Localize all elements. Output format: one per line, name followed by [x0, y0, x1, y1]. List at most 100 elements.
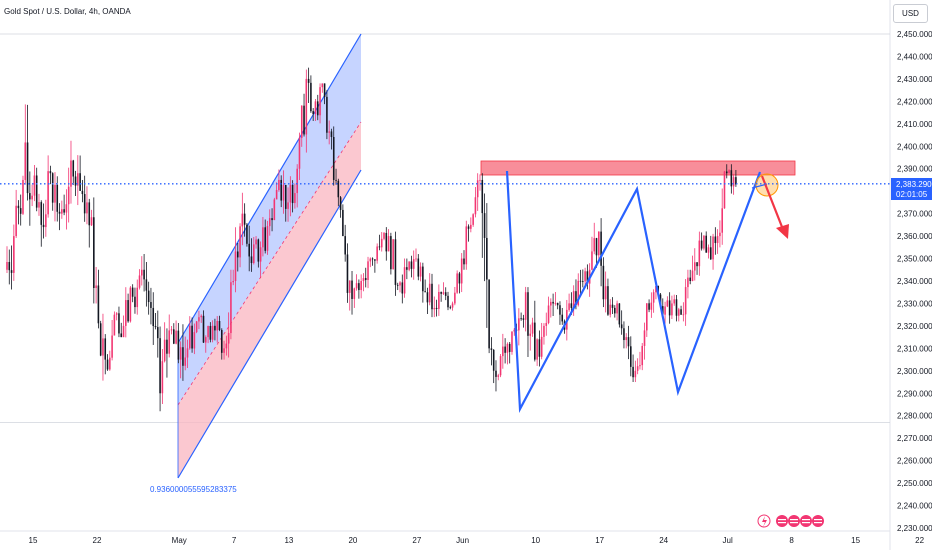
candle-body [81, 190, 84, 195]
candle-body [289, 184, 292, 203]
candle-body [234, 251, 237, 281]
candle-body [552, 301, 554, 304]
candle-body [687, 277, 689, 288]
candle-body [243, 213, 246, 225]
candle-body [550, 301, 552, 306]
candle-body [719, 232, 721, 237]
candle-body [506, 343, 509, 353]
candle-body [319, 87, 321, 116]
candle-body [406, 267, 408, 270]
x-tick-label: 17 [595, 536, 604, 545]
candle-body [239, 226, 241, 258]
candle-body [177, 330, 180, 360]
x-tick-label: 22 [915, 536, 924, 545]
candle-body [607, 286, 609, 315]
candle-body [298, 137, 301, 169]
candle-body [173, 329, 175, 344]
candle-body [19, 208, 22, 214]
candle-body [572, 291, 575, 308]
candle-body [230, 282, 232, 334]
candle-body [705, 235, 707, 253]
x-tick-label: 10 [531, 536, 540, 545]
candle-body [65, 204, 68, 213]
y-tick-label: 2,420.000 [897, 97, 932, 106]
candle-body [207, 325, 209, 338]
candle-body [305, 78, 308, 135]
candle-body [280, 179, 282, 201]
candle-body [428, 283, 431, 303]
candle-body [316, 101, 319, 116]
candle-body [435, 307, 438, 309]
candle-body [426, 292, 429, 303]
candle-body [282, 184, 285, 201]
y-tick-label: 2,270.000 [897, 434, 932, 443]
candle-body [673, 299, 676, 304]
candle-body [380, 238, 383, 248]
y-tick-label: 2,310.000 [897, 344, 932, 353]
channel-mid-line [177, 121, 362, 406]
candle-body [77, 173, 79, 186]
candle-body [636, 366, 639, 371]
drawings-front [505, 170, 789, 414]
candle-body [666, 300, 669, 307]
candle-body [54, 184, 56, 203]
candle-body [220, 330, 223, 353]
resistance-zone[interactable] [480, 160, 796, 176]
candle-body [8, 261, 11, 271]
candle-body [102, 338, 104, 356]
candle-body [417, 258, 420, 277]
us-flag-icon[interactable] [800, 515, 812, 527]
candle-body [342, 209, 344, 237]
candle-body [522, 318, 525, 320]
candle-body [326, 96, 328, 133]
us-flag-icon[interactable] [776, 515, 788, 527]
candle-body [129, 287, 132, 322]
candle-body [159, 338, 161, 394]
candle-body [344, 236, 346, 255]
y-tick-label: 2,320.000 [897, 322, 932, 331]
candle-body [90, 217, 93, 226]
candle-body [671, 303, 673, 316]
candle-body [182, 347, 184, 366]
candles-layer [6, 67, 737, 412]
candle-body [531, 322, 534, 334]
candle-body [534, 322, 536, 360]
candle-body [198, 317, 200, 322]
candle-body [556, 302, 559, 306]
candle-body [582, 281, 584, 282]
candle-body [385, 232, 388, 252]
candle-body [700, 240, 703, 249]
candle-body [691, 270, 694, 281]
candle-body [408, 261, 410, 270]
candle-body [499, 356, 502, 376]
candle-body [166, 339, 168, 354]
candle-body [618, 303, 621, 325]
us-flag-icon[interactable] [812, 515, 824, 527]
candle-body [193, 332, 196, 349]
candle-body [6, 261, 8, 270]
candle-body [157, 327, 159, 339]
candle-body [271, 218, 273, 221]
candle-body [433, 307, 436, 310]
event-icons[interactable] [757, 514, 824, 528]
candle-body [559, 305, 561, 315]
candle-body [447, 295, 449, 308]
candle-body [508, 343, 511, 352]
candle-body [593, 238, 596, 252]
candle-body [703, 235, 705, 249]
lightning-icon[interactable] [757, 514, 771, 528]
candle-body [35, 175, 38, 208]
us-flag-icon[interactable] [788, 515, 800, 527]
bearish-arrow-head [776, 224, 789, 239]
currency-button[interactable]: USD [893, 4, 928, 23]
candle-body [630, 346, 632, 367]
candle-body [120, 333, 123, 338]
x-tick-label: 13 [284, 536, 293, 545]
candle-body [337, 180, 340, 198]
candle-body [707, 247, 710, 253]
candle-body [10, 270, 13, 273]
candle-body [664, 306, 666, 315]
candle-body [22, 179, 24, 214]
candle-body [209, 325, 212, 340]
